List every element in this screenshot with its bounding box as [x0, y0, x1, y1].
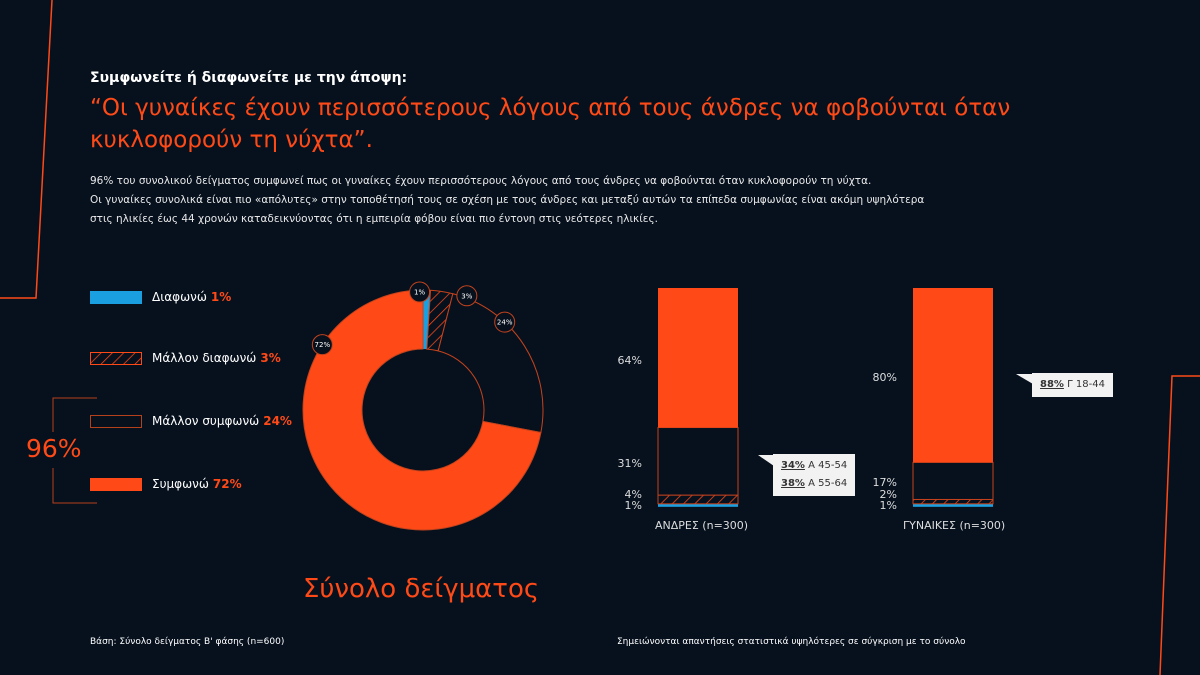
footer-base-note: Βάση: Σύνολο δείγματος Β' φάσης (n=600): [90, 637, 285, 647]
bar-segment: [913, 503, 993, 507]
page-title: “Οι γυναίκες έχουν περισσότερους λόγους …: [90, 95, 1011, 153]
bar-segment: [657, 494, 739, 505]
bar-data-label: 1%: [880, 499, 897, 512]
legend-pct: 72%: [212, 477, 242, 491]
total-agree-value: 96%: [26, 434, 82, 463]
legend-label: Μάλλον συμφωνώ: [152, 414, 260, 428]
donut-label-bubble: [409, 281, 431, 303]
legend-swatch: [90, 477, 142, 491]
legend-item-disagree: Διαφωνώ 1%: [90, 290, 231, 304]
bar-data-label: 64%: [618, 354, 642, 367]
donut-slice: [437, 293, 544, 434]
bar-data-label: 1%: [625, 499, 642, 512]
sample-title: Σύνολο δείγματος: [303, 574, 540, 604]
description-line: στις ηλικίες έως 44 χρονών καταδεικνύοντ…: [90, 213, 658, 225]
legend-label: Διαφωνώ: [152, 290, 207, 304]
bar-data-label: 4%: [625, 488, 642, 501]
callout-text: Α 55-64: [808, 478, 848, 489]
bar-segment: [658, 288, 738, 428]
description-line: Οι γυναίκες συνολικά είναι πιο «απόλυτες…: [90, 194, 925, 206]
eyebrow-question: Συμφωνείτε ή διαφωνείτε με την άποψη:: [90, 70, 408, 86]
callout-value: 88%: [1040, 379, 1064, 390]
legend-pct: 24%: [263, 414, 292, 428]
bar-data-label: 2%: [880, 488, 897, 501]
donut-label-bubble: [494, 311, 516, 333]
legend-swatch: [90, 290, 142, 304]
legend-item-somewhat-disagree: Μάλλον διαφωνώ 3%: [90, 351, 281, 365]
footer-significance-note: Σημειώνονται απαντήσεις στατιστικά υψηλό…: [617, 637, 966, 647]
callout-text: Γ 18-44: [1067, 379, 1105, 390]
callout-value: 38%: [781, 478, 805, 489]
bar-category-label: ΓΥΝΑΙΚΕΣ (n=300): [903, 519, 1006, 532]
bar-data-label: 17%: [873, 476, 897, 489]
total-bracket: [52, 397, 97, 504]
legend-item-somewhat-agree: Μάλλον συμφωνώ 24%: [90, 414, 292, 428]
bar-data-label: 31%: [618, 457, 642, 470]
legend-pct: 1%: [210, 290, 232, 304]
bar-segment: [913, 288, 993, 463]
bar-segment: [657, 427, 739, 496]
stacked-bar-chart: 1%4%31%64%1%2%17%80%: [618, 288, 994, 512]
bar-segment: [912, 498, 994, 505]
description-line: 96% του συνολικού δείγματος συμφωνεί πως…: [90, 175, 872, 187]
donut-data-label: 24%: [497, 319, 513, 327]
donut-data-label: 72%: [315, 341, 331, 349]
callout-value: 34%: [781, 460, 805, 471]
bar-data-label: 80%: [873, 371, 897, 384]
bar-category-label: ΑΝΔΡΕΣ (n=300): [655, 519, 749, 532]
donut-label-bubble: [456, 285, 478, 307]
callout-men: 34% Α 45-54 38% Α 55-64: [773, 454, 856, 496]
callout-text: Α 45-54: [808, 460, 848, 471]
donut-label-bubble: [311, 334, 333, 356]
donut-data-label: 3%: [461, 292, 472, 300]
callout-women: 88% Γ 18-44: [1032, 373, 1113, 397]
donut-slice: [302, 289, 542, 531]
description: 96% του συνολικού δείγματος συμφωνεί πως…: [90, 172, 1090, 229]
donut-chart: 1% 3% 24% 72%: [302, 281, 544, 531]
donut-slice: [423, 290, 431, 350]
bar-segment: [658, 503, 738, 507]
bar-segment: [912, 461, 994, 500]
legend-label: Συμφωνώ: [152, 477, 209, 491]
donut-data-label: 1%: [414, 289, 425, 297]
legend-pct: 3%: [260, 351, 281, 365]
legend-label: Μάλλον διαφωνώ: [152, 351, 257, 365]
legend-swatch: [90, 351, 142, 365]
legend-swatch: [90, 414, 142, 428]
legend-item-agree: Συμφωνώ 72%: [90, 477, 242, 491]
